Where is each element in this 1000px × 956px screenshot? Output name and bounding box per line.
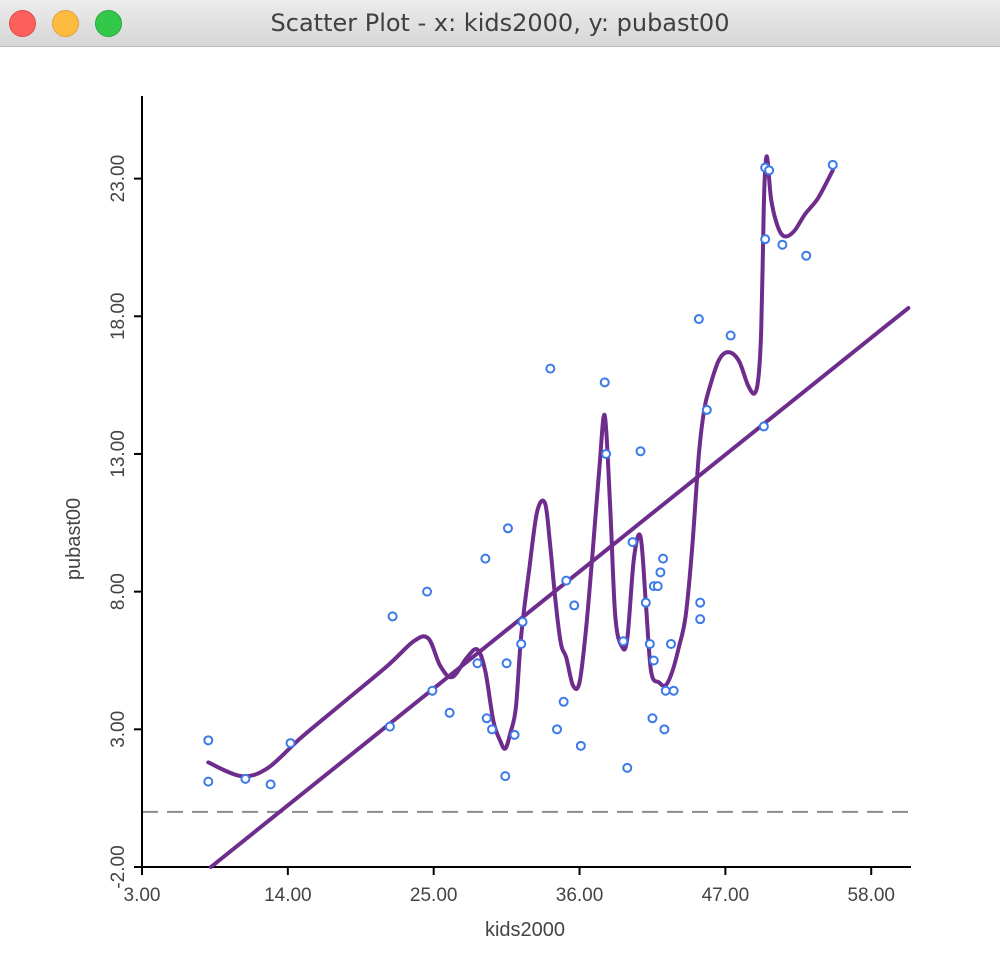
data-point: [487, 724, 498, 735]
axes-layer: 3.00 14.00 25.00 36.00 47.00 58.00-2.003.008.…: [108, 96, 911, 906]
fit-lines-layer: [206, 154, 911, 869]
data-point: [387, 611, 398, 622]
data-point: [659, 724, 670, 735]
data-point: [764, 165, 775, 176]
data-point: [569, 600, 580, 611]
data-point: [551, 724, 562, 735]
data-point: [760, 234, 771, 245]
data-point: [561, 575, 572, 586]
data-point: [777, 239, 788, 250]
data-point: [647, 713, 658, 724]
y-tick-label: 18.00: [108, 293, 129, 341]
zoom-window-button[interactable]: [95, 10, 122, 37]
data-point: [285, 738, 296, 749]
data-point: [627, 537, 638, 548]
data-point: [444, 707, 455, 718]
data-point: [575, 740, 586, 751]
lowess-curve: [206, 154, 835, 779]
data-point: [240, 773, 251, 784]
data-point: [655, 567, 666, 578]
data-point: [666, 638, 677, 649]
minimize-window-button[interactable]: [52, 10, 79, 37]
data-point: [758, 421, 769, 432]
x-tick-label: 3.00: [124, 885, 161, 906]
data-point: [203, 735, 214, 746]
data-point: [648, 655, 659, 666]
data-point: [472, 658, 483, 669]
y-axis-label: pubast00: [63, 498, 85, 580]
x-axis-label: kids2000: [485, 919, 565, 941]
data-point: [618, 636, 629, 647]
data-point: [599, 377, 610, 388]
data-point: [203, 776, 214, 787]
regression-line: [208, 306, 911, 869]
data-point: [622, 762, 633, 773]
data-point: [509, 729, 520, 740]
x-tick-label: 58.00: [847, 885, 895, 906]
data-point: [516, 638, 527, 649]
title-bar: Scatter Plot - x: kids2000, y: pubast00: [0, 0, 1000, 47]
x-tick-label: 25.00: [410, 885, 458, 906]
data-point: [660, 685, 671, 696]
data-point: [635, 446, 646, 457]
data-point: [827, 159, 838, 170]
window-title: Scatter Plot - x: kids2000, y: pubast00: [270, 9, 730, 37]
data-point: [644, 638, 655, 649]
x-tick-label: 14.00: [264, 885, 312, 906]
data-point: [502, 523, 513, 534]
data-point: [517, 616, 528, 627]
data-point: [481, 713, 492, 724]
data-point: [500, 771, 511, 782]
close-window-button[interactable]: [9, 10, 36, 37]
scatter-plot: 3.00 14.00 25.00 36.00 47.00 58.00-2.003.008.…: [63, 96, 911, 941]
data-point: [265, 779, 276, 790]
data-point: [422, 586, 433, 597]
data-point: [695, 597, 706, 608]
data-point: [658, 553, 669, 564]
data-point: [427, 685, 438, 696]
y-tick-label: 13.00: [108, 430, 129, 478]
data-point: [558, 696, 569, 707]
data-point: [693, 314, 704, 325]
data-point: [480, 553, 491, 564]
y-tick-label: -2.00: [108, 845, 129, 888]
y-tick-label: 23.00: [108, 155, 129, 203]
data-point: [652, 581, 663, 592]
x-tick-label: 36.00: [556, 885, 604, 906]
data-point: [384, 721, 395, 732]
data-point: [601, 448, 612, 459]
points-layer: [203, 159, 838, 790]
y-tick-label: 3.00: [108, 711, 129, 748]
data-point: [725, 330, 736, 341]
data-point: [695, 614, 706, 625]
data-point: [668, 685, 679, 696]
data-point: [701, 404, 712, 415]
data-point: [545, 363, 556, 374]
data-point: [501, 658, 512, 669]
data-point: [801, 250, 812, 261]
y-tick-label: 8.00: [108, 573, 129, 610]
data-point: [640, 597, 651, 608]
x-tick-label: 47.00: [702, 885, 750, 906]
